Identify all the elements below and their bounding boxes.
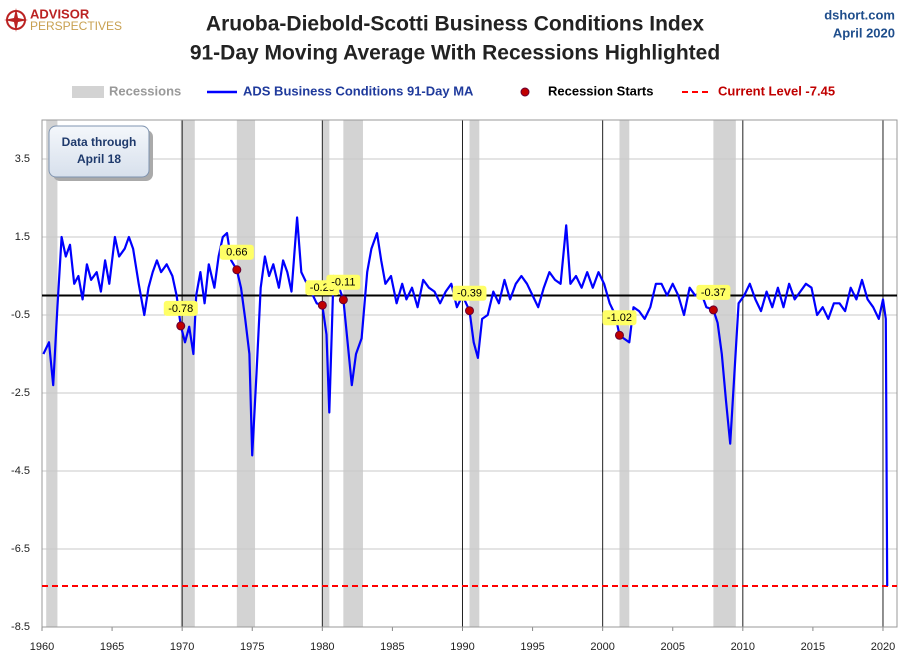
x-tick-label: 2015	[801, 641, 825, 653]
y-tick-label: 1.5	[15, 231, 30, 243]
point-label: -0.78	[168, 303, 193, 315]
y-tick-label: -2.5	[11, 387, 30, 399]
y-tick-label: 3.5	[15, 153, 30, 165]
annotation-text: Data through	[62, 135, 137, 149]
plot-border	[41, 119, 898, 628]
x-tick-label: 1970	[170, 641, 194, 653]
recession-band	[619, 120, 630, 627]
date: April 2020	[833, 25, 895, 40]
x-tick-label: 1990	[450, 641, 474, 653]
point-label-box	[696, 284, 731, 300]
recession-band	[322, 120, 330, 627]
legend-label: Recessions	[109, 83, 181, 98]
y-tick-label: -6.5	[11, 543, 30, 555]
logo-bottom: PERSPECTIVES	[30, 19, 122, 33]
legend-label: Recession Starts	[548, 83, 654, 98]
legend-swatch	[520, 87, 530, 97]
logo-top: ADVISOR	[30, 6, 90, 21]
point-label-box	[163, 300, 198, 316]
x-tick-label: 1980	[310, 641, 334, 653]
point-label: -1.02	[607, 312, 632, 324]
chart-title: Aruoba-Diebold-Scotti Business Condition…	[206, 13, 705, 36]
point-label-box	[452, 285, 487, 301]
recession-band	[469, 120, 480, 627]
y-tick-label: -4.5	[11, 465, 30, 477]
x-tick-label: 2020	[871, 641, 895, 653]
x-tick-label: 2005	[660, 641, 684, 653]
annotation-box	[48, 125, 150, 178]
legend-label: Current Level -7.45	[718, 83, 835, 98]
point-label: -0.11	[331, 277, 355, 289]
legend-swatch	[72, 86, 104, 98]
source: dshort.com	[824, 7, 895, 22]
point-label-box	[219, 244, 254, 260]
recession-band	[180, 120, 195, 627]
x-tick-label: 1960	[30, 641, 54, 653]
x-tick-label: 1965	[100, 641, 124, 653]
recession-band	[236, 120, 256, 627]
point-label: -0.37	[701, 287, 726, 299]
point-label: 0.66	[226, 247, 247, 259]
recession-start-point	[338, 295, 348, 305]
x-tick-label: 1975	[240, 641, 264, 653]
annotation-text: April 18	[77, 152, 121, 166]
y-tick-label: -0.5	[11, 309, 30, 321]
series-line	[42, 216, 889, 587]
point-label-box	[326, 274, 361, 290]
x-tick-label: 1985	[380, 641, 404, 653]
recession-start-point	[176, 321, 186, 331]
recession-start-point	[708, 305, 718, 315]
x-tick-label: 2000	[590, 641, 614, 653]
x-tick-label: 1995	[520, 641, 544, 653]
recession-start-point	[232, 265, 242, 275]
y-tick-label: -8.5	[11, 621, 30, 633]
logo: ADVISOR PERSPECTIVES	[4, 6, 122, 33]
recession-start-point	[614, 330, 624, 340]
point-label-box	[602, 310, 637, 326]
recession-start-point	[317, 300, 327, 310]
point-label: -0.39	[457, 288, 482, 300]
legend-label: ADS Business Conditions 91-Day MA	[243, 83, 474, 98]
x-tick-label: 2010	[731, 641, 755, 653]
recession-start-point	[465, 306, 474, 316]
chart-subtitle: 91-Day Moving Average With Recessions Hi…	[190, 42, 720, 65]
